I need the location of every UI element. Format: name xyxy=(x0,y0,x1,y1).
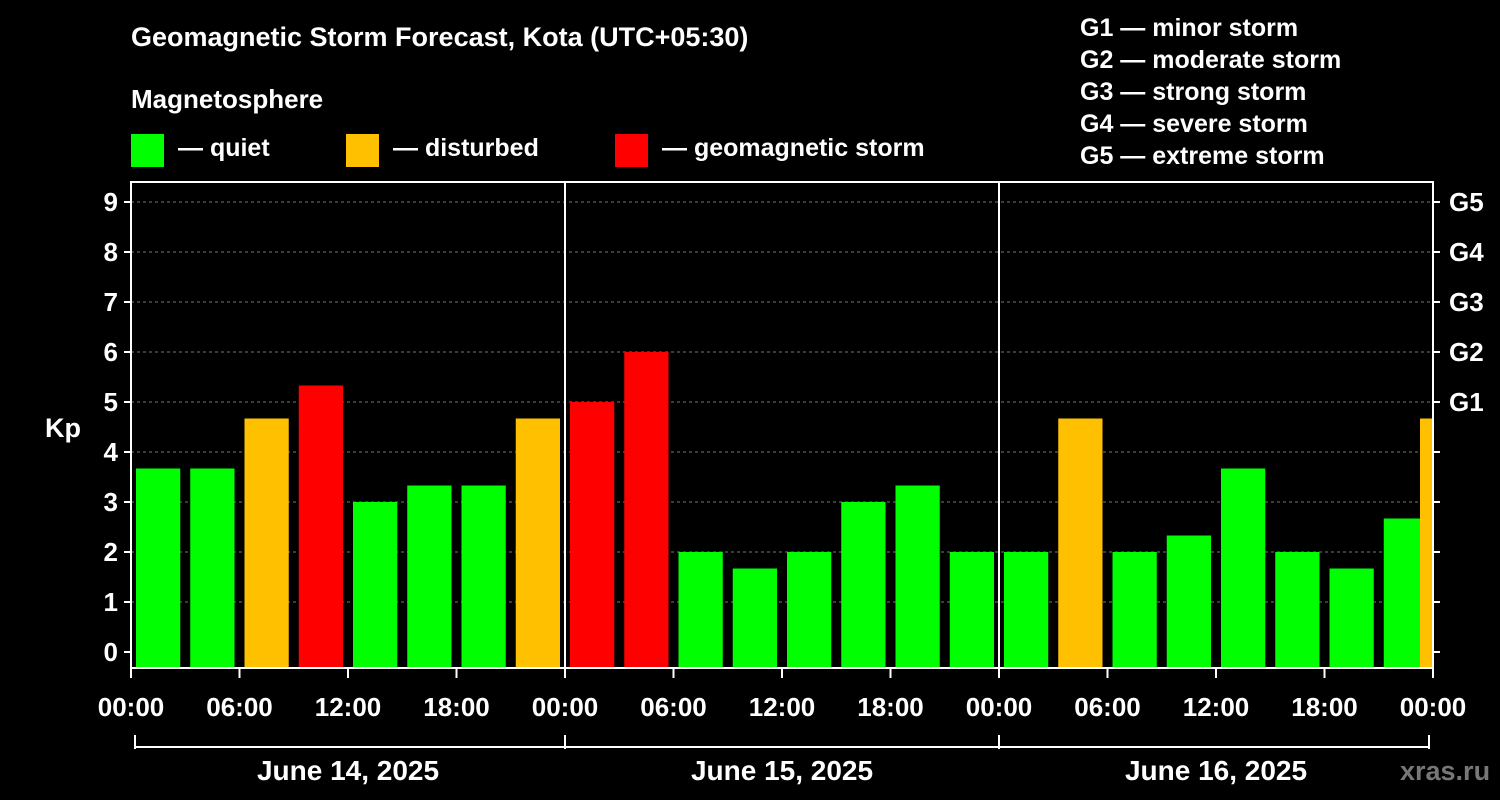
g-level-label: G3 xyxy=(1449,287,1484,317)
x-tick-label: 12:00 xyxy=(1183,692,1250,722)
x-tick-label: 12:00 xyxy=(315,692,382,722)
x-tick-label: 00:00 xyxy=(1400,692,1467,722)
y-tick-label: 2 xyxy=(104,537,118,567)
x-tick-label: 06:00 xyxy=(640,692,707,722)
kp-bar xyxy=(1329,568,1374,668)
kp-bar xyxy=(190,468,235,668)
x-tick-label: 18:00 xyxy=(423,692,490,722)
y-tick-label: 7 xyxy=(104,287,118,317)
chart-title: Geomagnetic Storm Forecast, Kota (UTC+05… xyxy=(131,22,749,52)
kp-bar xyxy=(136,468,181,668)
kp-bar xyxy=(353,502,398,668)
kp-bar xyxy=(1420,418,1432,668)
legend-quiet-swatch xyxy=(131,134,164,167)
kp-bar xyxy=(841,502,886,668)
y-axis-label: Kp xyxy=(45,413,81,443)
x-tick-label: 00:00 xyxy=(966,692,1033,722)
site-watermark: xras.ru xyxy=(1400,756,1491,786)
y-tick-label: 5 xyxy=(104,387,118,417)
kp-bar xyxy=(787,552,832,668)
gscale-g3: G3 — strong storm xyxy=(1080,78,1307,106)
kp-bar xyxy=(244,418,289,668)
x-tick-label: 00:00 xyxy=(532,692,599,722)
axes xyxy=(124,181,1440,749)
legend-storm-swatch xyxy=(615,134,648,167)
y-tick-label: 6 xyxy=(104,337,118,367)
magnetosphere-label: Magnetosphere xyxy=(131,84,324,114)
y-tick-label: 1 xyxy=(104,587,118,617)
y-tick-label: 3 xyxy=(104,487,118,517)
kp-bar xyxy=(1004,552,1049,668)
kp-bar xyxy=(1275,552,1320,668)
kp-bar xyxy=(1166,535,1211,668)
gscale-g2: G2 — moderate storm xyxy=(1080,46,1342,74)
kp-bar xyxy=(407,485,452,668)
kp-bar xyxy=(570,402,615,668)
kp-bar xyxy=(895,485,940,668)
day-label: June 16, 2025 xyxy=(1125,755,1307,786)
g-level-label: G1 xyxy=(1449,387,1484,417)
legend-disturbed-swatch xyxy=(346,134,379,167)
x-tick-label: 12:00 xyxy=(749,692,816,722)
y-tick-label: 8 xyxy=(104,237,118,267)
y-tick-label: 0 xyxy=(104,637,118,667)
kp-bar xyxy=(678,552,723,668)
kp-bar xyxy=(1058,418,1103,668)
y-tick-label: 4 xyxy=(104,437,119,467)
kp-bar xyxy=(298,385,343,668)
legend-storm-label: — geomagnetic storm xyxy=(662,134,925,162)
x-tick-label: 18:00 xyxy=(857,692,924,722)
gscale-g1: G1 — minor storm xyxy=(1080,14,1299,42)
x-tick-label: 06:00 xyxy=(206,692,273,722)
g-level-label: G4 xyxy=(1449,237,1484,267)
g-level-label: G2 xyxy=(1449,337,1484,367)
y-tick-label: 9 xyxy=(104,187,118,217)
g-level-label: G5 xyxy=(1449,187,1484,217)
kp-bar xyxy=(732,568,777,668)
day-label: June 15, 2025 xyxy=(691,755,873,786)
legend-quiet-label: — quiet xyxy=(178,134,270,162)
kp-bar xyxy=(624,352,669,668)
kp-bar xyxy=(515,418,560,668)
x-tick-label: 06:00 xyxy=(1074,692,1141,722)
kp-bar xyxy=(1112,552,1157,668)
x-tick-label: 18:00 xyxy=(1291,692,1358,722)
kp-bar xyxy=(461,485,506,668)
legend-disturbed-label: — disturbed xyxy=(393,134,539,162)
kp-bar xyxy=(1221,468,1266,668)
x-tick-label: 00:00 xyxy=(98,692,165,722)
bars xyxy=(136,352,1432,668)
gscale-g4: G4 — severe storm xyxy=(1080,110,1308,138)
grid-lines xyxy=(131,201,1433,603)
kp-bar xyxy=(949,552,994,668)
gscale-g5: G5 — extreme storm xyxy=(1080,142,1325,170)
day-label: June 14, 2025 xyxy=(257,755,439,786)
axis-labels: 0 1 2 3 4 5 6 7 8 9 G1 G2 G3 G4 G5 Kp 00:00 06:00 12:00 18:… xyxy=(45,187,1484,786)
